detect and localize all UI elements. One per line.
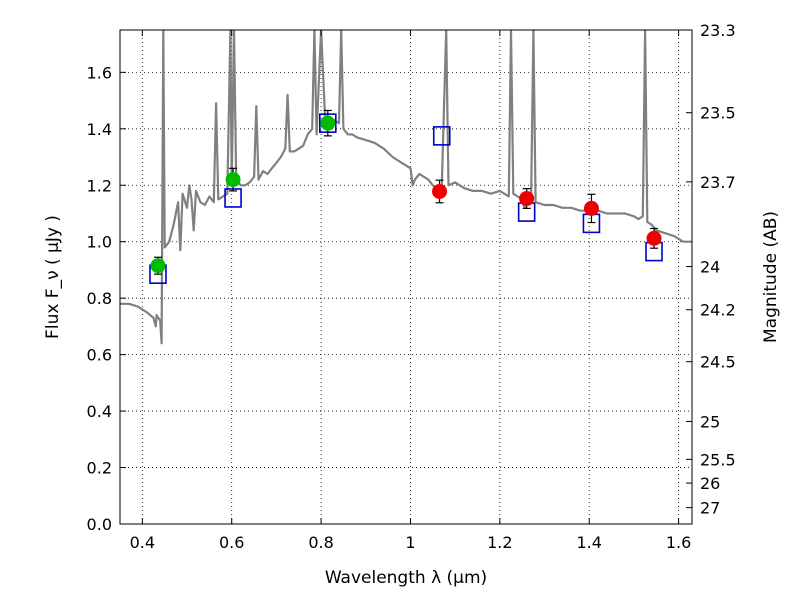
right-tick-label: 27 (700, 499, 720, 518)
right-tick-label: 23.3 (700, 21, 736, 40)
y-tick-label: 1.2 (87, 176, 112, 195)
y-tick-label: 0.0 (87, 515, 112, 534)
x-tick-label: 1.6 (666, 533, 691, 552)
spectrum-line (120, 30, 692, 345)
right-tick-label: 24.5 (700, 353, 736, 372)
right-tick-label: 23.7 (700, 173, 736, 192)
series-layer (120, 30, 692, 345)
observed-flux-point (583, 200, 599, 216)
right-tick-label: 25 (700, 413, 720, 432)
y-tick-label: 1.4 (87, 120, 112, 139)
ticks: 0.4 0.6 0.8 1 1.2 1.4 1.6 0.0 0.2 0.4 0.6 0.8 1.0 1.2… (87, 21, 736, 552)
y-tick-label: 0.2 (87, 459, 112, 478)
y-axis-label: Flux F_ν ( μJy ) (43, 215, 63, 339)
y-tick-label: 1.0 (87, 233, 112, 252)
observed-flux-point (150, 258, 166, 274)
right-axis-label: Magnitude (AB) (761, 211, 781, 343)
y-tick-label: 0.8 (87, 289, 112, 308)
x-tick-label: 0.8 (308, 533, 333, 552)
x-tick-label: 1.4 (576, 533, 601, 552)
model-flux-box (432, 126, 451, 146)
y-tick-label: 0.4 (87, 402, 112, 421)
observed-flux-point (519, 191, 535, 207)
observed-flux-point (225, 172, 241, 188)
y-tick-label: 1.6 (87, 63, 112, 82)
plot-area (120, 30, 692, 524)
right-tick-label: 26 (700, 474, 720, 493)
right-tick-label: 25.5 (700, 450, 736, 469)
x-tick-label: 1.2 (487, 533, 512, 552)
x-tick-label: 0.6 (219, 533, 244, 552)
x-tick-label: 1 (405, 533, 415, 552)
observed-flux-point (646, 230, 662, 246)
observed-flux-point (432, 183, 448, 199)
x-axis-label: Wavelength λ (μm) (325, 568, 487, 588)
right-tick-label: 24.2 (700, 301, 736, 320)
right-tick-label: 24 (700, 258, 720, 277)
y-tick-label: 0.6 (87, 346, 112, 365)
observed-flux-point (320, 115, 336, 131)
x-tick-label: 0.4 (130, 533, 155, 552)
plot-frame (119, 29, 693, 525)
right-tick-label: 23.5 (700, 104, 736, 123)
